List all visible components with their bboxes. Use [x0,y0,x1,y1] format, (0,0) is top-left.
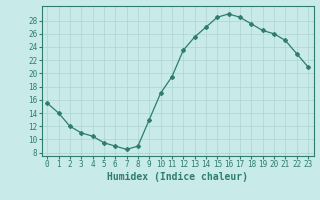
X-axis label: Humidex (Indice chaleur): Humidex (Indice chaleur) [107,172,248,182]
